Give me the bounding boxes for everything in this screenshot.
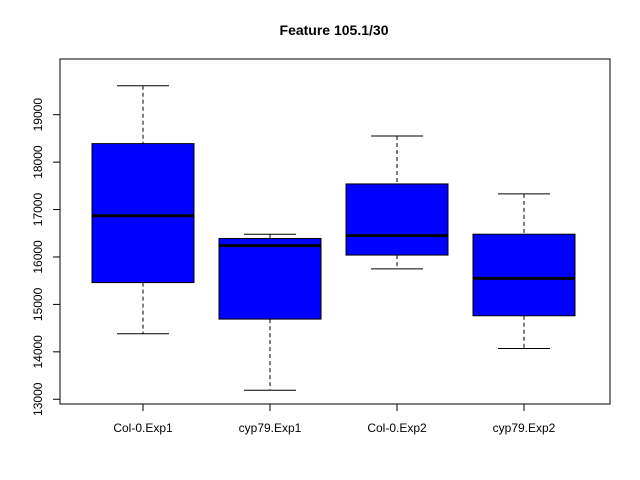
box — [218, 237, 322, 320]
box — [345, 183, 449, 256]
y-axis: 13000 14000 15000 16000 17000 18000 19000 — [31, 98, 61, 416]
y-tick-label: 15000 — [31, 287, 45, 321]
box — [91, 143, 195, 284]
x-tick-label: Col-0.Exp2 — [367, 421, 427, 435]
box-group — [91, 85, 195, 335]
x-tick-label: Col-0.Exp1 — [113, 421, 173, 435]
box-group — [472, 193, 576, 350]
y-tick-label: 14000 — [31, 335, 45, 369]
y-tick-label: 17000 — [31, 193, 45, 227]
box-group — [218, 233, 322, 391]
chart-title: Feature 105.1/30 — [280, 22, 389, 38]
y-tick-label: 19000 — [31, 98, 45, 132]
x-tick-label: cyp79.Exp2 — [493, 421, 556, 435]
y-tick-label: 16000 — [31, 240, 45, 274]
box — [472, 233, 576, 317]
x-tick-label: cyp79.Exp1 — [239, 421, 302, 435]
y-tick-label: 18000 — [31, 145, 45, 179]
box-group — [345, 135, 449, 270]
x-axis: Col-0.Exp1 cyp79.Exp1 Col-0.Exp2 cyp79.Exp2 — [113, 403, 556, 435]
box-series — [91, 85, 576, 391]
y-tick-label: 13000 — [31, 382, 45, 416]
